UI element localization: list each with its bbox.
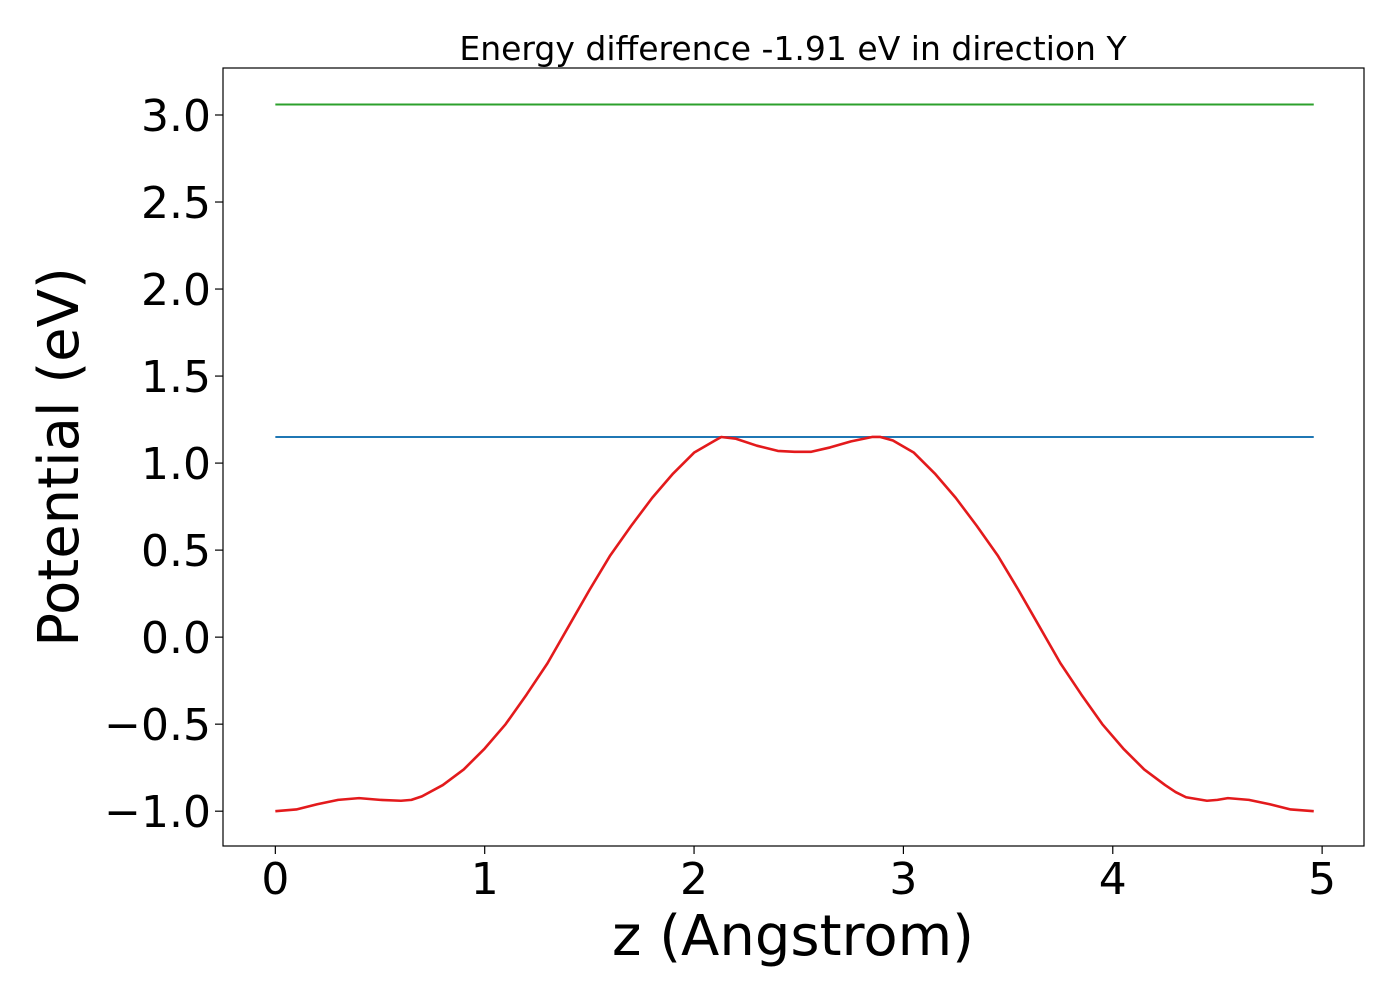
y-tick-label: 0.0 xyxy=(141,613,211,664)
y-axis-label: Potential (eV) xyxy=(27,267,92,647)
x-tick-label: 0 xyxy=(261,854,289,905)
x-tick-label: 1 xyxy=(471,854,499,905)
plot-frame xyxy=(222,67,1365,847)
y-tick-label: 0.5 xyxy=(141,526,211,577)
series-layer xyxy=(275,103,1314,813)
y-tick-label: 2.5 xyxy=(141,178,211,229)
y-tick-label: 1.0 xyxy=(141,439,211,490)
x-tick-label: 2 xyxy=(680,854,708,905)
y-tick-label: 2.0 xyxy=(141,265,211,316)
x-axis-label: z (Angstrom) xyxy=(612,904,974,969)
y-tick-label: −0.5 xyxy=(104,700,211,751)
series-line-2 xyxy=(275,435,1314,813)
y-tick-label: 1.5 xyxy=(141,352,211,403)
x-tick-label: 5 xyxy=(1308,854,1336,905)
chart-title: Energy difference -1.91 eV in direction … xyxy=(459,29,1127,68)
x-axis-ticks: 0 1 2 3 4 5 xyxy=(261,846,1336,905)
y-axis-ticks: −1.0 −0.5 0.0 0.5 1.0 1.5 2.0 2.5 3.0 xyxy=(104,91,223,838)
y-tick-label: −1.0 xyxy=(104,787,211,838)
x-tick-label: 4 xyxy=(1099,854,1127,905)
x-tick-label: 3 xyxy=(889,854,917,905)
y-tick-label: 3.0 xyxy=(141,91,211,142)
